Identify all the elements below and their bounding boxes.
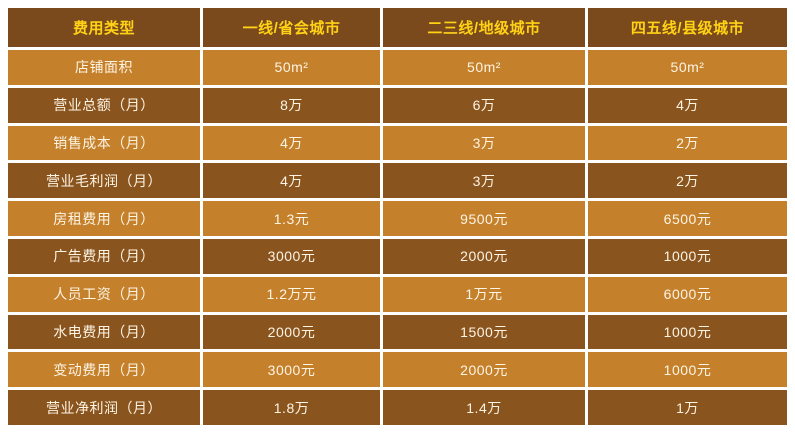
value-cell: 1000元	[588, 352, 787, 388]
value-cell: 50m²	[588, 50, 787, 85]
row-label-shop-area: 店铺面积	[8, 50, 200, 85]
value-cell: 9500元	[383, 201, 585, 236]
row-label-gross-profit: 营业毛利润（月）	[8, 163, 200, 199]
value-cell: 2000元	[383, 352, 585, 388]
value-cell: 6万	[383, 87, 585, 123]
value-cell: 1.2万元	[203, 276, 380, 312]
value-cell: 4万	[588, 87, 787, 123]
row-label-utilities: 水电费用（月）	[8, 314, 200, 350]
row-label-variable-costs: 变动费用（月）	[8, 352, 200, 388]
value-cell: 6000元	[588, 276, 787, 312]
value-cell: 1.8万	[203, 390, 380, 425]
value-cell: 2000元	[203, 314, 380, 350]
value-cell: 4万	[203, 163, 380, 199]
header-fee-type: 费用类型	[8, 8, 200, 47]
value-cell: 2万	[588, 163, 787, 199]
table-grid: 费用类型 一线/省会城市 二三线/地级城市 四五线/县级城市 店铺面积 50m²…	[8, 8, 787, 425]
value-cell: 2万	[588, 125, 787, 161]
value-cell: 1万	[588, 390, 787, 425]
value-cell: 3万	[383, 125, 585, 161]
row-label-rent: 房租费用（月）	[8, 201, 200, 236]
header-tier1-cities: 一线/省会城市	[203, 8, 380, 47]
value-cell: 1000元	[588, 238, 787, 274]
value-cell: 50m²	[203, 50, 380, 85]
value-cell: 50m²	[383, 50, 585, 85]
value-cell: 1.4万	[383, 390, 585, 425]
row-label-staff-wages: 人员工资（月）	[8, 276, 200, 312]
value-cell: 2000元	[383, 238, 585, 274]
header-tier23-cities: 二三线/地级城市	[383, 8, 585, 47]
value-cell: 1500元	[383, 314, 585, 350]
value-cell: 1.3元	[203, 201, 380, 236]
row-label-net-profit: 营业净利润（月）	[8, 390, 200, 425]
row-label-monthly-revenue: 营业总额（月）	[8, 87, 200, 123]
header-tier45-cities: 四五线/县级城市	[588, 8, 787, 47]
row-label-sales-cost: 销售成本（月）	[8, 125, 200, 161]
value-cell: 8万	[203, 87, 380, 123]
value-cell: 1万元	[383, 276, 585, 312]
value-cell: 3000元	[203, 352, 380, 388]
value-cell: 6500元	[588, 201, 787, 236]
row-label-advertising: 广告费用（月）	[8, 238, 200, 274]
value-cell: 1000元	[588, 314, 787, 350]
value-cell: 3万	[383, 163, 585, 199]
value-cell: 3000元	[203, 238, 380, 274]
value-cell: 4万	[203, 125, 380, 161]
